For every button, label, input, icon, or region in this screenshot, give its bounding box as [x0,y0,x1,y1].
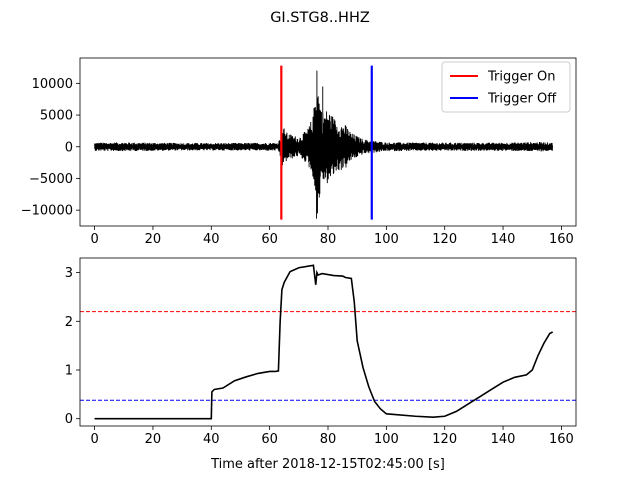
cft-x-tick-label: 0 [90,432,98,447]
cft-x-tick-label: 160 [549,432,574,447]
cft-x-tick-label: 60 [261,432,278,447]
x-axis-label: Time after 2018-12-15T02:45:00 [s] [210,457,445,472]
cft-y-tick-label: 3 [65,266,73,281]
waveform-ticks: 0 20 40 60 80 100 120 140 160 −10000 −5000 0 5000 100… [21,77,574,247]
cft-y-tick-label: 2 [65,315,73,330]
cft-x-tick-label: 40 [203,432,220,447]
waveform-x-tick-label: 100 [374,232,399,247]
characteristic-function-axes: 0 20 40 60 80 100 120 140 160 0 1 2 3 [65,257,577,447]
legend: Trigger On Trigger Off [441,61,571,113]
waveform-x-tick-label: 120 [432,232,457,247]
cft-ticks: 0 20 40 60 80 100 120 140 160 0 1 2 3 [65,266,574,447]
cft-x-tick-label: 80 [320,432,337,447]
cft-x-tick-label: 20 [145,432,162,447]
waveform-x-tick-label: 80 [320,232,337,247]
waveform-y-tick-label: −5000 [29,172,73,187]
waveform-x-tick-label: 60 [261,232,278,247]
figure-title: GI.STG8..HHZ [270,10,370,26]
waveform-x-tick-label: 20 [145,232,162,247]
cft-x-tick-label: 120 [432,432,457,447]
cft-x-tick-label: 140 [491,432,516,447]
waveform-y-tick-label: 10000 [32,77,73,92]
waveform-axes: 0 20 40 60 80 100 120 140 160 −10000 −5000 0 5000 100… [21,57,577,247]
legend-trigger-off-label: Trigger Off [487,92,557,107]
cft-y-tick-label: 0 [65,412,73,427]
waveform-y-tick-label: 5000 [40,109,73,124]
legend-box [441,61,571,113]
waveform-x-tick-label: 140 [491,232,516,247]
cft-trace [94,264,554,420]
seismogram-trace [94,70,553,219]
waveform-x-tick-label: 160 [549,232,574,247]
cft-x-tick-label: 100 [374,432,399,447]
legend-trigger-on-label: Trigger On [487,70,555,85]
waveform-y-tick-label: 0 [65,140,73,155]
cft-plot-area [80,264,576,420]
cft-y-tick-label: 1 [65,364,73,379]
waveform-x-tick-label: 0 [90,232,98,247]
waveform-plot-area [94,65,553,220]
waveform-x-tick-label: 40 [203,232,220,247]
waveform-y-tick-label: −10000 [21,204,73,219]
